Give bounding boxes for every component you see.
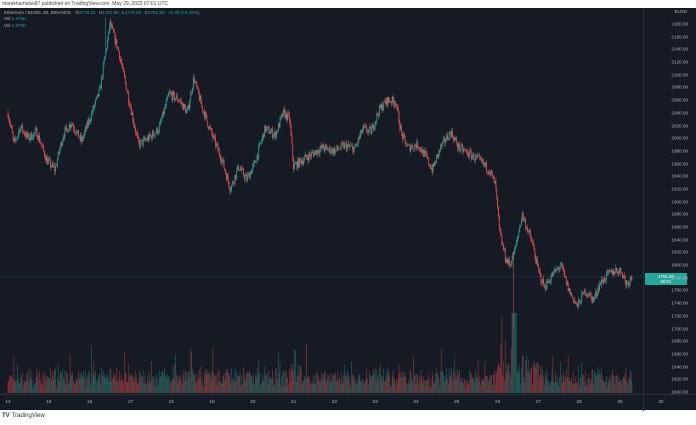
- change-value: +1.30 (+0.15%): [167, 10, 200, 15]
- time-tick: 19: [209, 400, 215, 405]
- price-tick: 1940.00: [671, 173, 688, 179]
- tradingview-logo: TV TradingView: [2, 413, 45, 419]
- time-tick: 14: [5, 400, 11, 405]
- price-tick: 2080.00: [671, 84, 688, 90]
- time-tick: 23: [372, 400, 378, 405]
- price-tick: 2160.00: [671, 34, 688, 40]
- time-tick: 27: [535, 400, 542, 405]
- price-tick: 1820.00: [671, 249, 688, 255]
- current-price: 1781.50: [658, 273, 674, 279]
- low-value: 1776.63: [124, 10, 142, 15]
- time-tick: 29: [617, 400, 623, 405]
- price-tick: 1700.00: [671, 326, 688, 332]
- tradingview-logo-icon: TV: [2, 413, 10, 419]
- price-tick: 1800.00: [671, 262, 688, 268]
- price-tick: 1680.00: [671, 338, 688, 344]
- price-tick: 1840.00: [671, 237, 688, 243]
- volume-row-2: Vol 1.376K: [4, 22, 27, 28]
- time-tick: 28: [576, 400, 582, 405]
- time-tick: 22: [331, 400, 338, 405]
- price-tick: 2040.00: [671, 110, 688, 116]
- price-tick: 1960.00: [671, 161, 688, 167]
- price-tick: 1760.00: [671, 287, 688, 293]
- price-tick: 1900.00: [671, 199, 688, 205]
- price-axis[interactable]: BUSD 1781.50 00:01 2180.00 2160.00 2140.00…: [643, 8, 696, 395]
- time-tick: 26: [494, 400, 501, 405]
- bar-countdown: 00:01: [660, 278, 672, 284]
- time-tick: 17: [127, 400, 134, 405]
- time-tick: 20: [250, 400, 256, 405]
- time-tick: 30: [658, 400, 664, 405]
- volume-value: 1.376K: [11, 22, 27, 28]
- price-tick: 1920.00: [671, 186, 688, 192]
- time-tick: 18: [168, 400, 174, 405]
- price-tick: 2060.00: [671, 97, 688, 103]
- time-tick: 15: [46, 400, 52, 405]
- price-tick: 2020.00: [671, 123, 688, 129]
- time-tick: 25: [454, 400, 460, 405]
- time-tick: 16: [86, 400, 93, 405]
- chart-plot-area[interactable]: Ethereum / BUSD, 30, BINANCE O1778.31 H1…: [0, 8, 643, 394]
- ohlc-row: Ethereum / BUSD, 30, BINANCE O1778.31 H1…: [4, 10, 200, 15]
- high-value: 1781.50: [102, 10, 119, 15]
- axis-corner-settings[interactable]: [643, 394, 696, 411]
- chart-legend: Ethereum / BUSD, 30, BINANCE O1778.31 H1…: [4, 10, 199, 29]
- publish-attribution: marekhamwan87 published on TradingView.c…: [2, 1, 169, 7]
- close-value: 1781.50: [147, 10, 165, 15]
- price-tick: 2120.00: [671, 59, 688, 65]
- time-axis[interactable]: 14 15 16 17 18 19 20 21 22 23 24 25 26 27 28 29 30: [0, 394, 663, 411]
- price-tick: 1880.00: [671, 211, 688, 217]
- time-tick: 21: [290, 400, 297, 405]
- price-tick: 1780.00: [671, 275, 688, 281]
- price-tick: 2140.00: [671, 46, 688, 52]
- current-price-tag: 1781.50 00:01: [645, 272, 687, 285]
- price-tick: 1620.00: [671, 376, 688, 382]
- price-tick: 1980.00: [671, 148, 688, 154]
- symbol-label[interactable]: Ethereum / BUSD, 30, BINANCE: [4, 10, 72, 15]
- volume-row-1: Vol 1.376K: [4, 16, 27, 22]
- candlestick-chart[interactable]: [0, 8, 643, 394]
- price-tick: 1740.00: [671, 300, 688, 306]
- open-value: 1778.31: [79, 10, 96, 15]
- price-tick: 1860.00: [671, 224, 688, 230]
- volume-value: 1.376K: [11, 16, 27, 22]
- time-tick: 24: [413, 400, 419, 405]
- price-tick: 1660.00: [671, 351, 688, 357]
- chart-frame: Ethereum / BUSD, 30, BINANCE O1778.31 H1…: [0, 8, 696, 411]
- price-tick: 2000.00: [671, 135, 688, 141]
- price-tick: 2180.00: [671, 21, 688, 27]
- price-tick: 1600.00: [671, 389, 688, 395]
- price-tick: 1720.00: [671, 313, 688, 319]
- price-tick: 2100.00: [671, 72, 688, 78]
- price-tick: 1640.00: [671, 364, 688, 370]
- currency-label[interactable]: BUSD: [674, 9, 687, 14]
